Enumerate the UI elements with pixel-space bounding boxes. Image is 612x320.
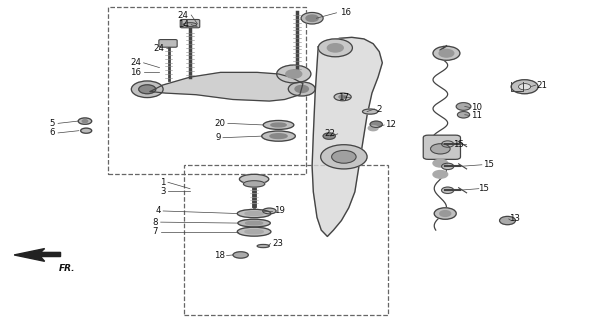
Text: 21: 21 (537, 81, 548, 90)
Text: FR.: FR. (59, 264, 75, 273)
Text: 9: 9 (215, 133, 220, 142)
Text: 15: 15 (452, 140, 463, 148)
Text: 7: 7 (153, 227, 159, 236)
Circle shape (441, 163, 453, 170)
Ellipse shape (238, 219, 271, 227)
Text: 23: 23 (272, 239, 283, 248)
Text: 19: 19 (274, 206, 285, 215)
Circle shape (277, 65, 311, 83)
Circle shape (286, 70, 302, 78)
Circle shape (456, 103, 471, 110)
Ellipse shape (244, 181, 265, 187)
Ellipse shape (339, 95, 346, 99)
Text: 16: 16 (340, 8, 351, 17)
Text: 15: 15 (483, 160, 494, 169)
Ellipse shape (262, 131, 296, 141)
Ellipse shape (270, 134, 287, 139)
Text: 24: 24 (154, 44, 165, 53)
Ellipse shape (82, 120, 88, 123)
Circle shape (435, 208, 456, 219)
Text: 4: 4 (155, 206, 161, 215)
Text: 1: 1 (160, 178, 166, 187)
Ellipse shape (245, 230, 263, 234)
Circle shape (433, 46, 460, 60)
Circle shape (295, 85, 308, 92)
Text: 16: 16 (130, 68, 141, 77)
Circle shape (139, 85, 156, 94)
Circle shape (511, 80, 538, 94)
Text: 24: 24 (130, 58, 141, 67)
Polygon shape (151, 72, 303, 101)
Ellipse shape (245, 221, 263, 225)
Text: 11: 11 (471, 111, 482, 120)
Circle shape (441, 187, 453, 194)
Circle shape (518, 84, 531, 90)
Ellipse shape (263, 208, 276, 214)
Ellipse shape (362, 109, 378, 114)
Circle shape (132, 81, 163, 98)
Circle shape (306, 15, 318, 21)
Ellipse shape (239, 174, 269, 184)
Ellipse shape (334, 93, 351, 101)
Text: 20: 20 (214, 119, 225, 128)
Ellipse shape (271, 123, 286, 127)
Ellipse shape (245, 212, 263, 215)
Circle shape (327, 44, 343, 52)
Circle shape (301, 12, 323, 24)
Ellipse shape (78, 118, 92, 124)
FancyBboxPatch shape (180, 20, 200, 28)
Text: 12: 12 (386, 120, 397, 130)
Bar (184, 165, 389, 315)
Circle shape (318, 39, 353, 57)
Text: 15: 15 (478, 184, 489, 193)
Polygon shape (14, 249, 61, 261)
Circle shape (499, 216, 515, 225)
Circle shape (439, 50, 453, 57)
Circle shape (370, 121, 382, 127)
Text: 5: 5 (49, 119, 54, 128)
Ellipse shape (263, 121, 294, 129)
Circle shape (457, 112, 469, 118)
Circle shape (332, 150, 356, 163)
Ellipse shape (257, 244, 269, 248)
Circle shape (321, 145, 367, 169)
Text: 22: 22 (324, 129, 335, 138)
Text: 6: 6 (49, 128, 54, 137)
Circle shape (368, 125, 378, 131)
Ellipse shape (237, 209, 271, 218)
Text: 8: 8 (153, 218, 159, 227)
Ellipse shape (233, 252, 248, 258)
Polygon shape (312, 37, 382, 236)
Text: 24: 24 (177, 11, 188, 20)
FancyBboxPatch shape (424, 135, 460, 159)
FancyBboxPatch shape (159, 40, 177, 47)
Text: 3: 3 (160, 187, 166, 196)
Circle shape (433, 159, 447, 167)
Circle shape (323, 133, 335, 139)
Ellipse shape (81, 128, 92, 133)
Circle shape (288, 82, 315, 96)
Circle shape (433, 171, 447, 178)
Text: 18: 18 (214, 251, 225, 260)
Circle shape (440, 211, 450, 216)
Text: 2: 2 (376, 105, 382, 114)
Text: 14: 14 (177, 20, 188, 29)
Text: 10: 10 (471, 103, 482, 112)
Bar (108, 7, 306, 174)
Circle shape (441, 141, 453, 147)
Ellipse shape (183, 23, 196, 27)
Ellipse shape (237, 227, 271, 236)
Text: 17: 17 (338, 93, 349, 102)
Text: 13: 13 (509, 214, 520, 223)
Circle shape (431, 144, 450, 154)
